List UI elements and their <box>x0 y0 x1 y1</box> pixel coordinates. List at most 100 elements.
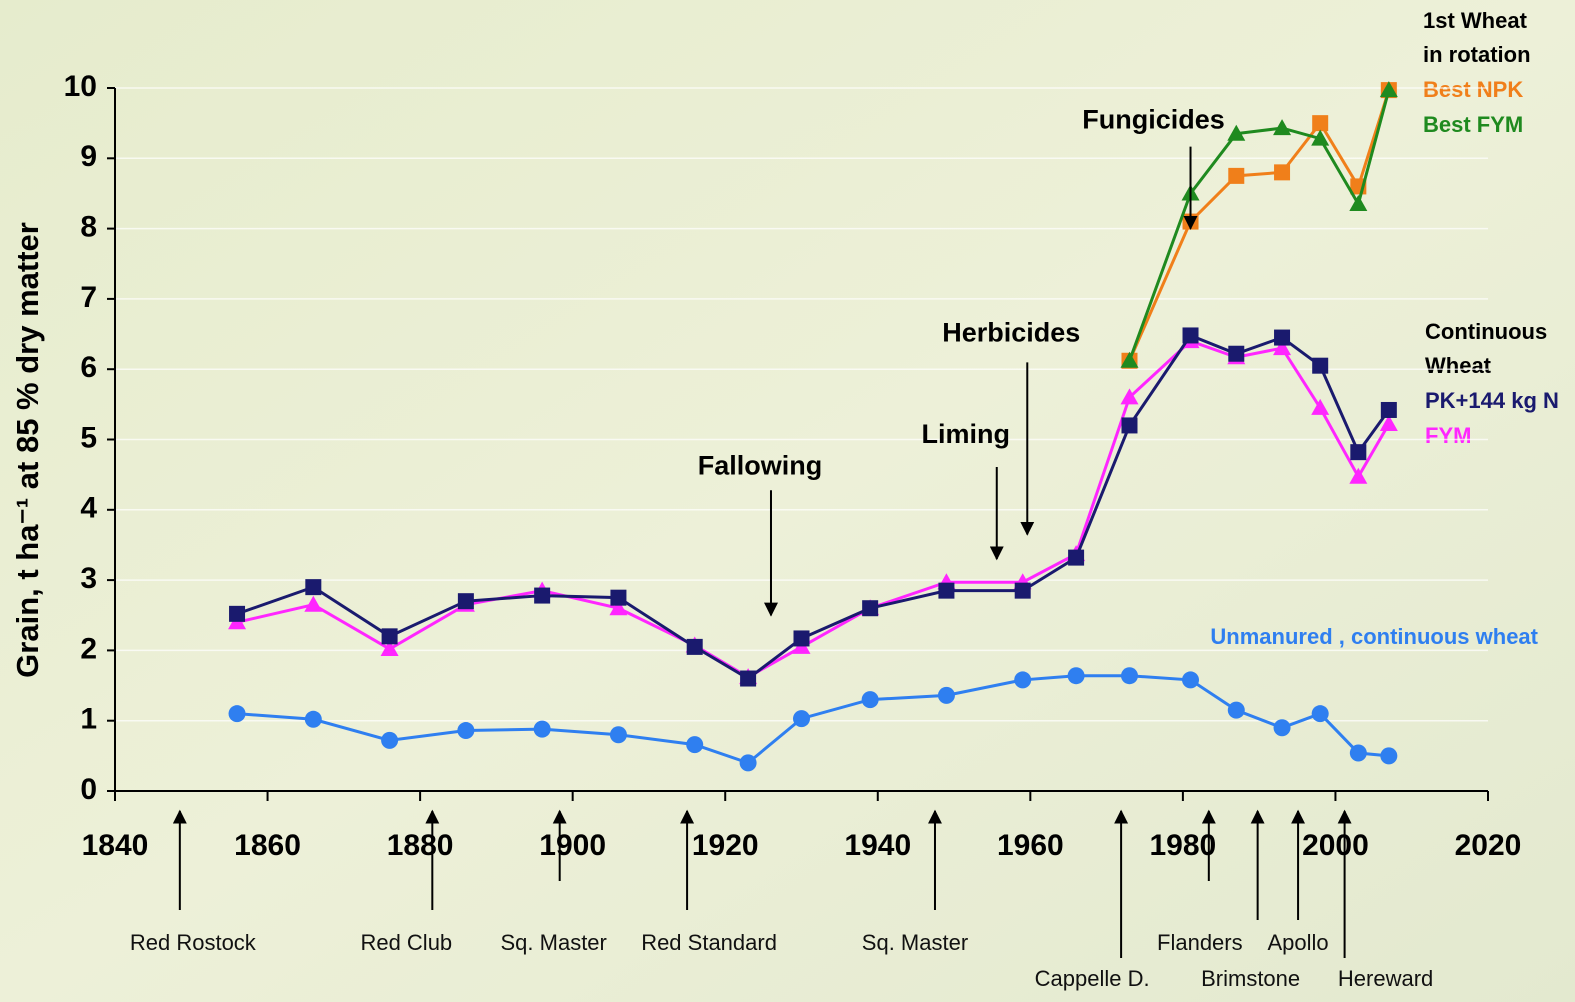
marker <box>534 587 551 604</box>
legend-group: 1st Wheat <box>1423 8 1528 33</box>
variety-label: Apollo <box>1267 930 1328 955</box>
y-tick-label: 4 <box>80 492 97 525</box>
legend-group: in rotation <box>1423 42 1531 67</box>
annotation: Fungicides <box>1082 105 1225 135</box>
variety-label: Sq. Master <box>862 930 968 955</box>
marker <box>457 722 475 740</box>
marker <box>1273 719 1291 737</box>
marker <box>1379 81 1398 98</box>
marker <box>1228 167 1245 184</box>
marker <box>1311 705 1329 723</box>
marker <box>686 736 704 754</box>
marker <box>793 710 810 728</box>
variety-label: Sq. Master <box>501 930 607 955</box>
marker <box>793 630 810 647</box>
marker <box>1182 671 1200 689</box>
y-tick-label: 5 <box>80 421 97 454</box>
annotation: Herbicides <box>942 318 1080 348</box>
marker <box>739 754 757 772</box>
marker <box>381 731 399 749</box>
x-tick-label: 1860 <box>234 829 301 862</box>
legend-entry: Best FYM <box>1423 112 1523 137</box>
marker <box>862 600 879 617</box>
y-tick-label: 10 <box>64 70 97 103</box>
marker <box>1120 351 1139 368</box>
variety-label: Flanders <box>1157 930 1243 955</box>
x-tick-label: 1960 <box>997 829 1064 862</box>
marker <box>937 686 955 704</box>
y-axis-label: Grain, t ha⁻¹ at 85 % dry matter <box>10 222 45 678</box>
marker <box>740 670 757 687</box>
marker <box>1228 345 1245 362</box>
x-tick-label: 1880 <box>387 829 454 862</box>
marker <box>304 595 323 612</box>
marker <box>1068 549 1085 566</box>
variety-label: Brimstone <box>1201 966 1300 991</box>
x-tick-label: 1940 <box>844 829 911 862</box>
marker <box>609 599 628 616</box>
variety-label: Red Standard <box>641 930 777 955</box>
marker <box>1014 582 1031 599</box>
x-tick-label: 1840 <box>82 829 149 862</box>
marker <box>229 605 246 622</box>
annotation: Liming <box>922 419 1011 449</box>
marker <box>1349 744 1367 762</box>
legend-entry: FYM <box>1425 423 1471 448</box>
y-tick-label: 1 <box>80 703 97 736</box>
marker <box>1349 467 1368 484</box>
y-tick-label: 3 <box>80 562 97 595</box>
marker <box>686 638 703 655</box>
legend-entry: PK+144 kg N <box>1425 388 1559 413</box>
marker <box>1121 417 1138 434</box>
series-line <box>236 339 1391 679</box>
marker <box>228 705 246 723</box>
marker <box>1350 444 1367 461</box>
marker <box>609 726 627 744</box>
marker <box>305 579 322 596</box>
annotation: Fallowing <box>698 450 823 480</box>
variety-label: Cappelle D. <box>1035 966 1150 991</box>
legend-entry: Best NPK <box>1423 77 1523 102</box>
marker <box>1274 329 1291 346</box>
x-tick-label: 1980 <box>1150 829 1217 862</box>
legend-group: Wheat <box>1425 353 1492 378</box>
marker <box>457 593 474 610</box>
marker <box>304 710 322 728</box>
marker <box>1273 119 1292 136</box>
marker <box>610 589 627 606</box>
marker <box>1182 327 1199 344</box>
marker <box>938 582 955 599</box>
x-tick-label: 2020 <box>1455 829 1522 862</box>
x-tick-label: 2000 <box>1302 829 1369 862</box>
x-tick-label: 1920 <box>692 829 759 862</box>
marker <box>1067 667 1085 685</box>
marker <box>381 628 398 645</box>
marker <box>1014 671 1032 689</box>
y-tick-label: 0 <box>80 773 97 806</box>
marker <box>1379 415 1398 432</box>
marker <box>380 639 399 656</box>
y-tick-label: 9 <box>80 140 97 173</box>
y-tick-label: 8 <box>80 211 97 244</box>
marker <box>533 720 551 738</box>
marker <box>1380 747 1398 765</box>
x-tick-label: 1900 <box>539 829 606 862</box>
marker <box>1380 401 1397 418</box>
marker <box>861 691 879 709</box>
variety-label: Red Club <box>360 930 452 955</box>
legend-group: Continuous <box>1425 319 1547 344</box>
marker <box>1311 129 1330 146</box>
legend-entry: Unmanured , continuous wheat <box>1210 624 1538 649</box>
marker <box>1312 115 1329 132</box>
variety-label: Hereward <box>1338 966 1433 991</box>
marker <box>1312 357 1329 374</box>
marker <box>1273 339 1292 356</box>
y-tick-label: 2 <box>80 632 97 665</box>
y-tick-label: 6 <box>80 351 97 384</box>
marker <box>1349 194 1368 211</box>
marker <box>1274 164 1291 181</box>
marker <box>1227 701 1245 719</box>
marker <box>1227 124 1246 141</box>
y-tick-label: 7 <box>80 281 97 314</box>
